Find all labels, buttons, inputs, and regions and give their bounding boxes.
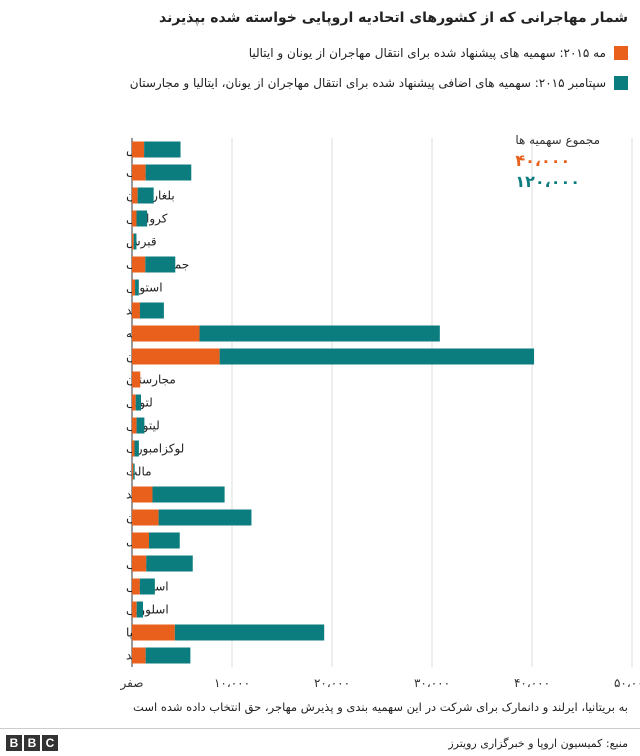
- bar-sept: [219, 348, 535, 365]
- bar-may: [132, 647, 146, 664]
- bar-may: [132, 509, 159, 526]
- bar-sept: [137, 187, 154, 204]
- bar-may: [132, 371, 141, 388]
- bar-may: [132, 348, 220, 365]
- bar-may: [132, 440, 135, 457]
- bar-sept: [133, 233, 137, 250]
- bar-sept: [139, 302, 164, 319]
- bar-may: [132, 141, 145, 158]
- x-tick-label: ۵۰،۰۰۰: [614, 676, 640, 690]
- footer-divider: [0, 728, 640, 729]
- legend-label-sept: سپتامبر ۲۰۱۵: سهمیه های اضافی پیشنهاد شد…: [129, 76, 606, 90]
- bar-sept: [152, 486, 225, 503]
- bar-sept: [139, 578, 155, 595]
- bar-may: [132, 302, 140, 319]
- totals-label: مجموع سهمیه ها: [515, 133, 600, 147]
- bar-sept: [145, 256, 176, 273]
- bbc-letter: B: [6, 735, 22, 751]
- x-tick-label: ۳۰،۰۰۰: [414, 676, 450, 690]
- bbc-logo: B B C: [6, 735, 58, 751]
- bar-sept: [135, 394, 141, 411]
- bar-sept: [145, 647, 191, 664]
- bar-may: [132, 463, 134, 480]
- category-label: مالت: [126, 465, 152, 479]
- bar-may: [132, 532, 150, 549]
- bar-sept: [146, 555, 193, 572]
- bar-may: [132, 555, 147, 572]
- bar-sept: [136, 601, 143, 618]
- bar-may: [132, 210, 137, 227]
- source-text: منبع: کمیسیون اروپا و خبرگزاری رویترز: [448, 737, 628, 750]
- totals-box: مجموع سهمیه ها ۴۰،۰۰۰ ۱۲۰،۰۰۰: [515, 133, 600, 191]
- bbc-letter: C: [42, 735, 58, 751]
- legend-label-may: مه ۲۰۱۵: سهمیه های پیشنهاد شده برای انتق…: [248, 46, 606, 60]
- x-tick-label: ۱۰،۰۰۰: [214, 676, 250, 690]
- bar-may: [132, 256, 146, 273]
- bar-sept: [133, 463, 135, 480]
- bar-sept: [134, 440, 139, 457]
- bar-may: [132, 624, 175, 641]
- total-sept: ۱۲۰،۰۰۰: [515, 172, 580, 191]
- bar-sept: [136, 417, 145, 434]
- footnote: به بریتانیا، ایرلند و دانمارک برای شرکت …: [133, 700, 628, 714]
- bar-sept: [135, 279, 139, 296]
- legend-swatch-sept: [614, 76, 628, 90]
- bar-may: [132, 164, 146, 181]
- category-label: قبرس: [126, 235, 157, 250]
- bar-may: [132, 187, 138, 204]
- category-label: لوکزامبورگ: [126, 442, 184, 457]
- legend-item-sept: سپتامبر ۲۰۱۵: سهمیه های اضافی پیشنهاد شد…: [130, 76, 628, 90]
- bar-may: [132, 578, 140, 595]
- bar-sept: [174, 624, 325, 641]
- bar-may: [132, 325, 200, 342]
- bar-sept: [199, 325, 440, 342]
- total-may: ۴۰،۰۰۰: [515, 151, 571, 170]
- category-label: استونی: [126, 281, 163, 296]
- chart-title: شمار مهاجرانی که از کشورهای اتحادیه اروپ…: [159, 10, 628, 26]
- bar-may: [132, 601, 137, 618]
- bar-sept: [149, 532, 180, 549]
- x-tick-label: صفر: [120, 676, 144, 691]
- bar-may: [132, 279, 136, 296]
- bar-chart: صفر۱۰،۰۰۰۲۰،۰۰۰۳۰،۰۰۰۴۰،۰۰۰۵۰،۰۰۰اتریشبل…: [120, 138, 640, 691]
- x-tick-label: ۲۰،۰۰۰: [314, 676, 350, 690]
- bar-sept: [158, 509, 252, 526]
- bar-may: [132, 394, 136, 411]
- bar-sept: [136, 210, 148, 227]
- legend-swatch-may: [614, 46, 628, 60]
- bar-sept: [145, 164, 192, 181]
- x-tick-label: ۴۰،۰۰۰: [514, 676, 550, 690]
- legend-item-may: مه ۲۰۱۵: سهمیه های پیشنهاد شده برای انتق…: [249, 46, 628, 60]
- bar-may: [132, 486, 153, 503]
- bar-may: [132, 233, 134, 250]
- bar-sept: [144, 141, 181, 158]
- bar-may: [132, 417, 137, 434]
- bbc-letter: B: [24, 735, 40, 751]
